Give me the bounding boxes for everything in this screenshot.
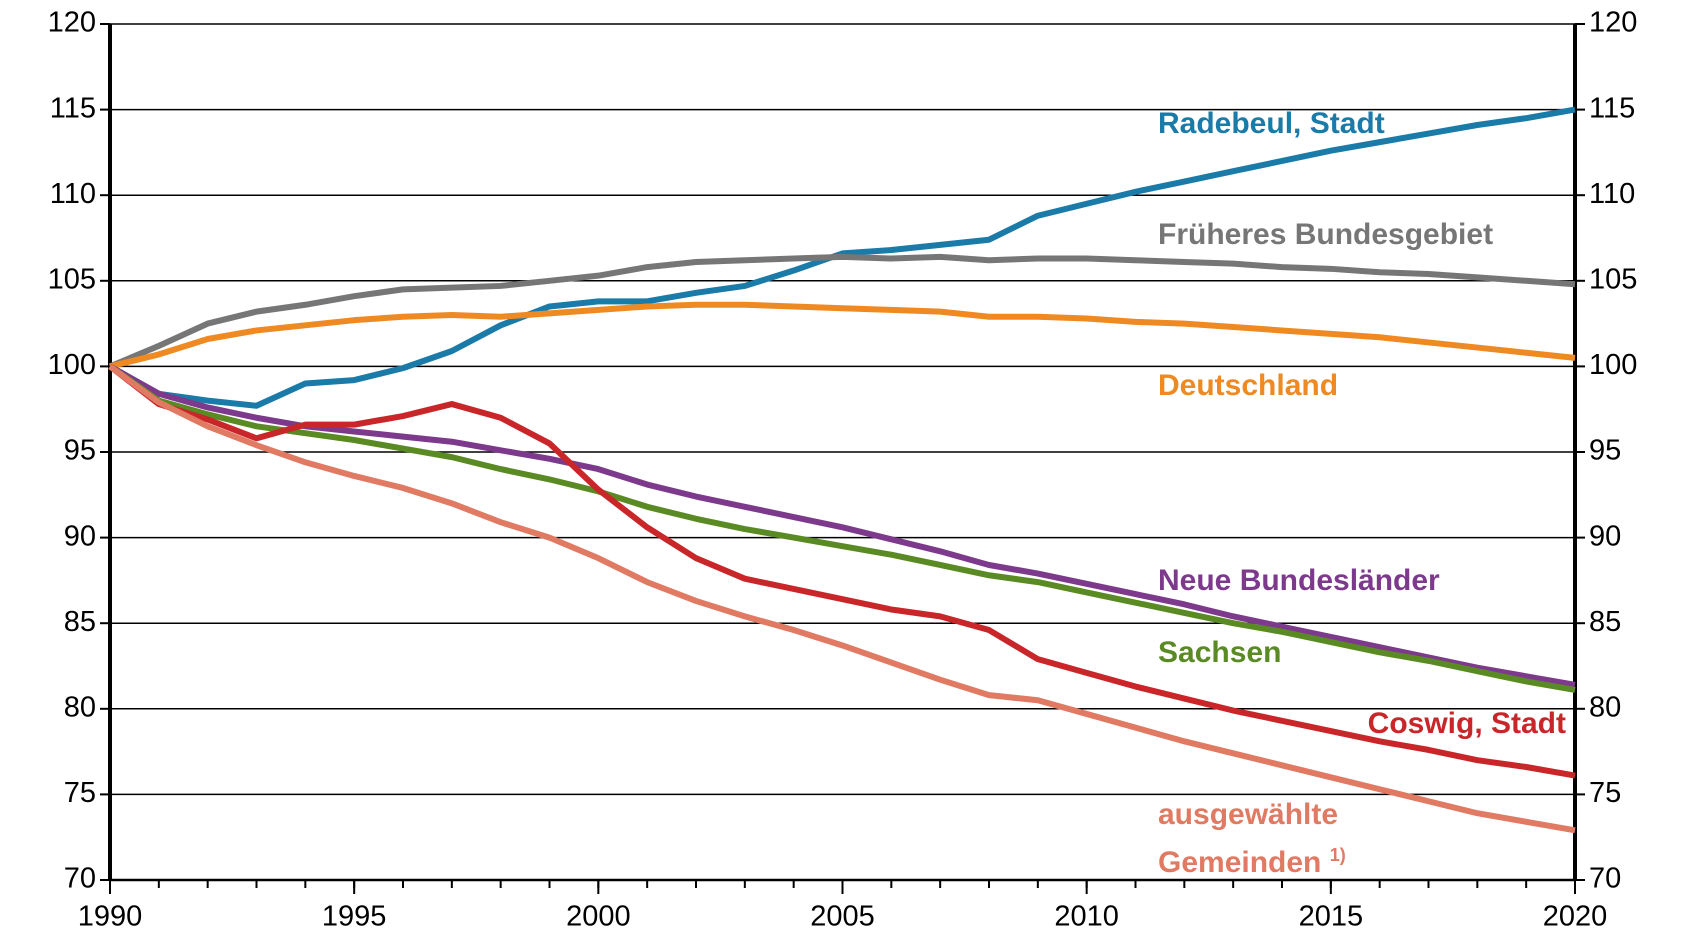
y2-tick-label: 115 — [1589, 92, 1635, 124]
series-line — [108, 364, 1576, 779]
series-line — [108, 363, 1576, 834]
x-tick-label: 1995 — [322, 901, 387, 933]
y2-tick-label: 110 — [1589, 178, 1635, 210]
y2-tick-label: 80 — [1589, 691, 1621, 723]
y2-tick-label: 90 — [1589, 520, 1621, 552]
y-tick-label: 90 — [64, 520, 96, 552]
series-line — [108, 106, 1576, 409]
y-tick-label: 100 — [48, 349, 96, 381]
series-line — [108, 253, 1576, 370]
series-label: Sachsen — [1158, 633, 1281, 673]
y2-tick-label: 70 — [1589, 863, 1621, 895]
y2-tick-label: 85 — [1589, 606, 1621, 638]
series-label: Coswig, Stadt — [1368, 704, 1566, 744]
series-line — [109, 301, 1576, 370]
y2-tick-label: 100 — [1589, 349, 1637, 381]
x-tick-label: 2005 — [810, 901, 875, 933]
series-name: Früheres Bundesgebiet — [1158, 218, 1494, 251]
y2-tick-label: 120 — [1589, 7, 1637, 39]
series-label: ausgewählte Gemeinden 1) — [1158, 795, 1358, 883]
y-tick-label: 70 — [64, 863, 96, 895]
y-tick-label: 95 — [64, 435, 96, 467]
y2-tick-label: 75 — [1589, 777, 1621, 809]
y2-tick-label: 95 — [1589, 435, 1621, 467]
y-tick-label: 80 — [64, 691, 96, 723]
series-name: ausgewählte Gemeinden — [1158, 798, 1339, 879]
series-label: Deutschland — [1158, 366, 1338, 406]
series-name: Neue Bundesländer — [1158, 564, 1440, 597]
series-line — [108, 363, 1576, 688]
series-label: Radebeul, Stadt — [1158, 104, 1385, 144]
series-name: Coswig, Stadt — [1367, 707, 1566, 740]
series-name: Sachsen — [1158, 636, 1282, 669]
x-tick-label: 2020 — [1543, 901, 1608, 933]
x-tick-label: 2000 — [566, 901, 631, 933]
y-tick-label: 75 — [64, 777, 96, 809]
y-tick-label: 105 — [48, 263, 96, 295]
series-label: Neue Bundesländer — [1158, 561, 1440, 601]
series-name: Deutschland — [1158, 369, 1339, 402]
y2-tick-label: 105 — [1589, 263, 1637, 295]
x-tick-label: 1990 — [78, 901, 143, 933]
y-tick-label: 110 — [50, 178, 96, 210]
footnote-mark: 1) — [1329, 845, 1346, 865]
series-line — [108, 363, 1576, 693]
x-tick-label: 2015 — [1299, 901, 1364, 933]
y-tick-label: 120 — [48, 7, 96, 39]
x-tick-label: 2010 — [1054, 901, 1119, 933]
y-tick-label: 115 — [50, 92, 96, 124]
series-label: Früheres Bundesgebiet — [1158, 215, 1493, 255]
series-name: Radebeul, Stadt — [1158, 107, 1385, 140]
y-tick-label: 85 — [64, 606, 96, 638]
